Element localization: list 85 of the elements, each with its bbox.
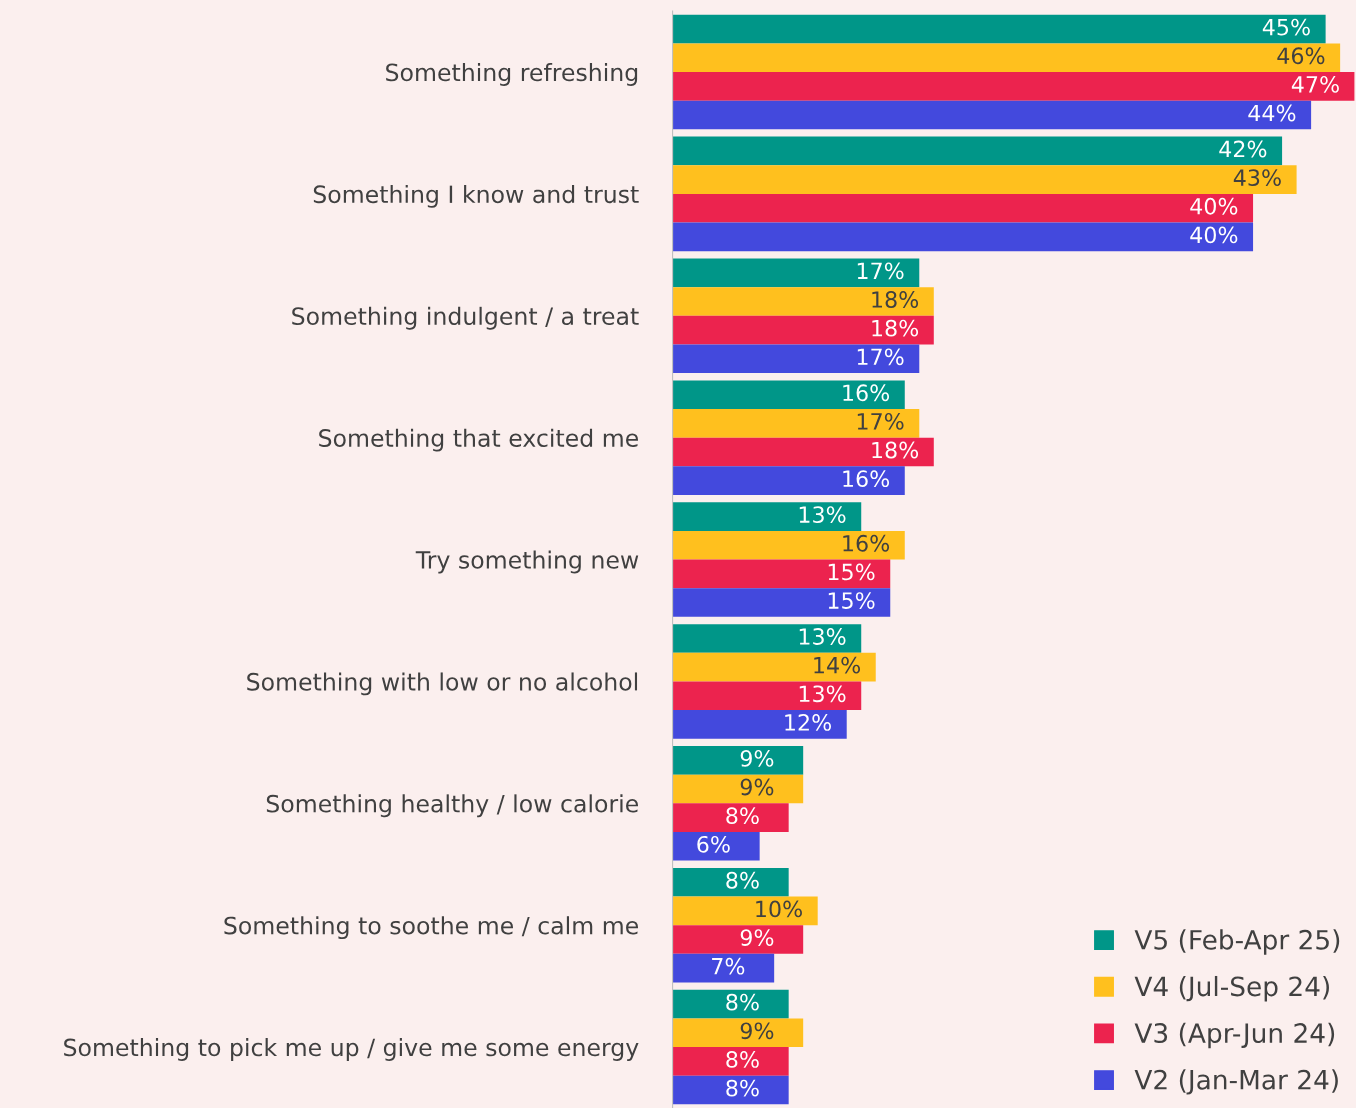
data-label: 7%: [712, 957, 745, 975]
bar: [672, 652, 876, 682]
bar: [672, 258, 920, 288]
y-tick-label: Something indulgent / a treat: [292, 306, 639, 330]
bar: [672, 222, 1254, 252]
bar: [672, 681, 862, 711]
bar: [672, 559, 891, 589]
bar: [672, 14, 1326, 44]
bar: [672, 1018, 804, 1048]
bar: [672, 953, 775, 983]
data-label: 13%: [799, 506, 846, 524]
data-label: 8%: [726, 871, 759, 889]
data-label: 40%: [1190, 226, 1238, 244]
data-label: 13%: [799, 628, 846, 645]
data-label: 15%: [828, 592, 875, 609]
bar: [672, 136, 1283, 166]
data-label: 9%: [740, 1022, 774, 1040]
bar: [672, 1075, 789, 1105]
data-label: 13%: [799, 685, 846, 703]
y-tick-label: Something to soothe me / calm me: [224, 916, 638, 940]
data-label: 8%: [726, 1079, 759, 1097]
data-label: 12%: [785, 714, 831, 731]
y-tick-label: Something to pick me up / give me some energy: [64, 1038, 639, 1061]
bar: [672, 193, 1254, 223]
y-tick-label: Something healthy / low calorie: [266, 794, 638, 818]
data-label: 8%: [726, 807, 759, 825]
data-label: 14%: [814, 656, 861, 674]
legend-label: V5 (Feb-Apr 25): [1134, 929, 1340, 955]
bar: [672, 896, 818, 926]
data-label: 17%: [857, 412, 904, 430]
bar: [672, 437, 934, 467]
data-label: 9%: [740, 749, 774, 767]
bar: [672, 831, 760, 861]
bar: [672, 409, 920, 438]
data-label: 15%: [828, 563, 875, 581]
bar: [672, 867, 789, 897]
y-tick-label: Something I know and trust: [313, 184, 639, 208]
bar: [672, 989, 789, 1019]
bar: [672, 530, 905, 560]
y-tick-label: Something that excited me: [319, 428, 638, 452]
bar: [672, 925, 804, 954]
data-label: 17%: [857, 348, 904, 366]
bar: [672, 344, 920, 374]
data-label: 17%: [857, 262, 904, 280]
bar: [672, 588, 891, 617]
bar: [672, 502, 862, 531]
bar: [672, 1047, 789, 1076]
legend-label: V3 (Apr-Jun 24): [1134, 1022, 1335, 1049]
y-tick-label: Something refreshing: [386, 63, 638, 86]
bar: [672, 624, 862, 653]
bar: [672, 466, 905, 495]
bar: [672, 774, 804, 804]
data-label: 43%: [1233, 169, 1281, 187]
data-label: 46%: [1277, 47, 1325, 65]
bar: [672, 72, 1355, 101]
data-label: 42%: [1219, 140, 1267, 158]
data-label: 16%: [843, 534, 890, 552]
data-label: 40%: [1190, 197, 1238, 215]
data-label: 45%: [1262, 18, 1310, 36]
data-label: 8%: [726, 993, 759, 1011]
data-label: 10%: [756, 900, 802, 918]
data-label: 16%: [843, 384, 890, 402]
bar: [672, 43, 1341, 73]
data-label: 47%: [1291, 75, 1339, 93]
data-label: 6%: [697, 835, 730, 853]
data-label: 18%: [872, 441, 919, 459]
data-label: 16%: [843, 470, 890, 488]
data-label: 18%: [872, 319, 919, 337]
bar: [672, 380, 905, 410]
data-label: 9%: [740, 929, 774, 946]
data-label: 9%: [740, 778, 774, 796]
y-tick-label: Something with low or no alcohol: [247, 672, 638, 696]
bar: [672, 803, 789, 832]
data-label: 18%: [872, 291, 919, 308]
bar: [672, 710, 847, 739]
legend-label: V4 (Jul-Sep 24): [1134, 975, 1329, 1002]
bar: [672, 287, 934, 316]
bar: [672, 100, 1312, 130]
data-label: 44%: [1248, 104, 1296, 122]
bar: [672, 165, 1297, 194]
bar: [672, 315, 934, 345]
legend-label: V2 (Jan-Mar 24): [1134, 1069, 1338, 1095]
bar: [672, 746, 804, 775]
y-tick-label: Try something new: [415, 550, 639, 574]
data-label: 8%: [726, 1051, 759, 1068]
